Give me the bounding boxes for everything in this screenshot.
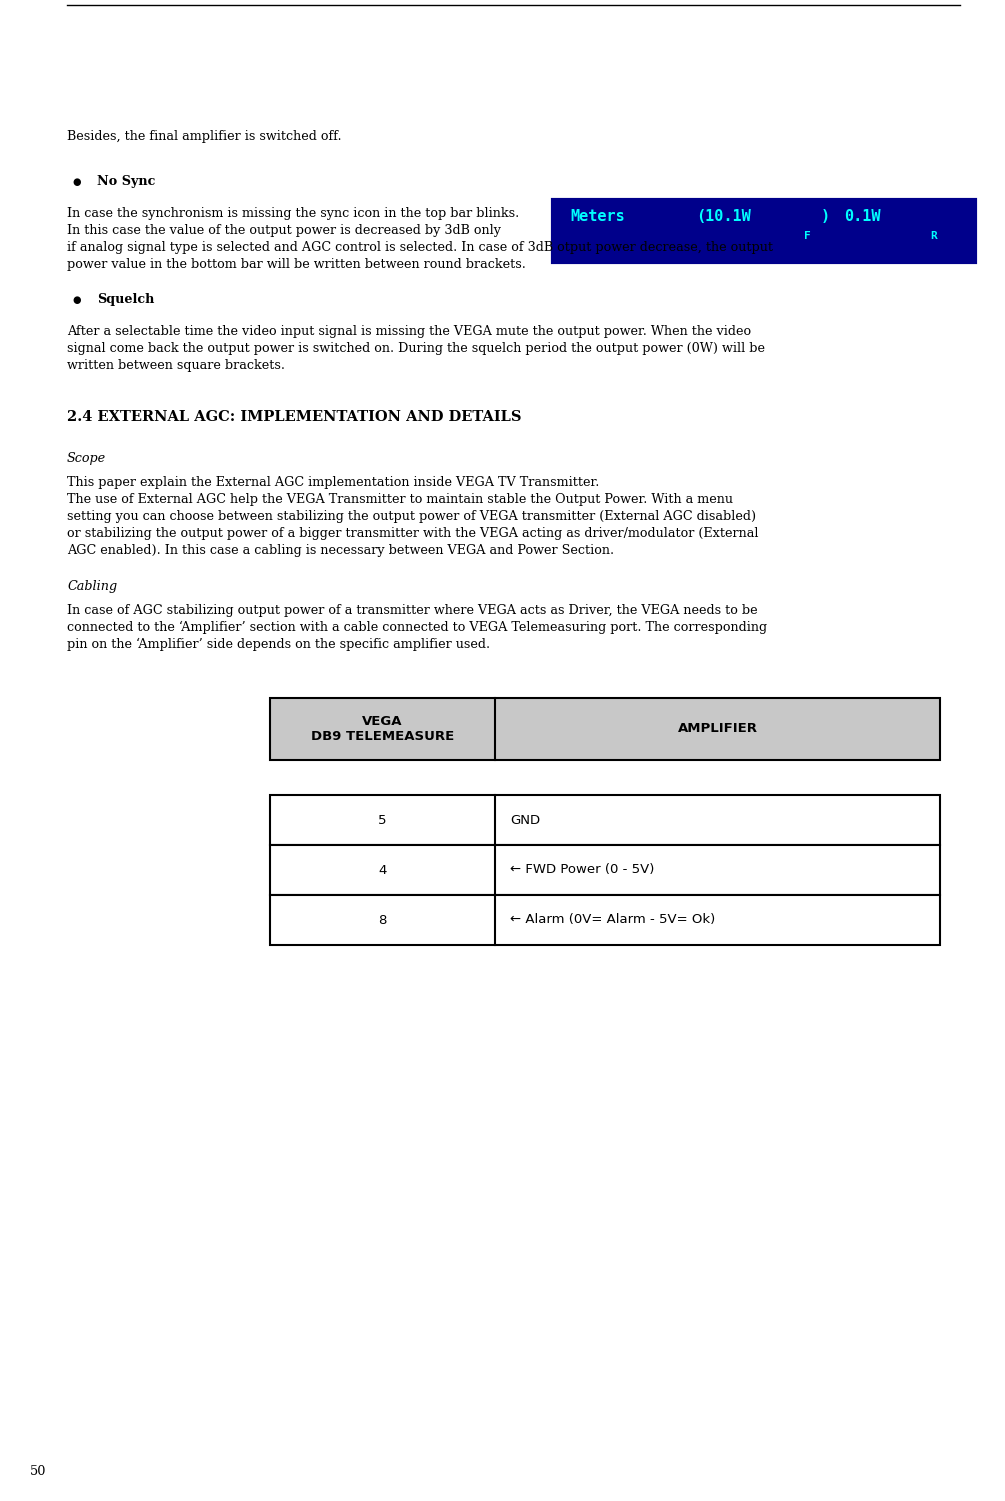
Text: ): ) <box>821 209 830 224</box>
Text: ●: ● <box>72 177 80 188</box>
Text: AGC enabled). In this case a cabling is necessary between VEGA and Power Section: AGC enabled). In this case a cabling is … <box>67 543 614 557</box>
Text: 5: 5 <box>378 814 387 827</box>
Text: if analog signal type is selected and AGC control is selected. In case of 3dB ot: if analog signal type is selected and AG… <box>67 242 773 254</box>
Text: (10.1W: (10.1W <box>696 209 751 224</box>
Text: power value in the bottom bar will be written between round brackets.: power value in the bottom bar will be wr… <box>67 258 526 272</box>
Text: or stabilizing the output power of a bigger transmitter with the VEGA acting as : or stabilizing the output power of a big… <box>67 527 759 540</box>
Text: Besides, the final amplifier is switched off.: Besides, the final amplifier is switched… <box>67 131 342 143</box>
Text: Scope: Scope <box>67 452 107 465</box>
Text: Meters: Meters <box>570 209 625 224</box>
Text: In case the synchronism is missing the sync icon in the top bar blinks.: In case the synchronism is missing the s… <box>67 207 520 221</box>
Text: In case of AGC stabilizing output power of a transmitter where VEGA acts as Driv: In case of AGC stabilizing output power … <box>67 603 758 617</box>
Text: ← FWD Power (0 - 5V): ← FWD Power (0 - 5V) <box>510 863 654 877</box>
Text: GND: GND <box>510 814 540 827</box>
Bar <box>270 698 940 760</box>
Text: 4: 4 <box>378 863 387 877</box>
Text: R: R <box>931 231 938 242</box>
Bar <box>270 796 940 845</box>
Text: No Sync: No Sync <box>97 176 156 188</box>
Text: setting you can choose between stabilizing the output power of VEGA transmitter : setting you can choose between stabilizi… <box>67 510 756 522</box>
Text: F: F <box>804 231 811 242</box>
Text: written between square brackets.: written between square brackets. <box>67 359 285 372</box>
Text: VEGA
DB9 TELEMEASURE: VEGA DB9 TELEMEASURE <box>311 714 454 743</box>
Bar <box>270 845 940 895</box>
Text: pin on the ‘Amplifier’ side depends on the specific amplifier used.: pin on the ‘Amplifier’ side depends on t… <box>67 638 490 651</box>
Text: 8: 8 <box>378 914 387 926</box>
Text: AMPLIFIER: AMPLIFIER <box>677 722 758 735</box>
Text: The use of External AGC help the VEGA Transmitter to maintain stable the Output : The use of External AGC help the VEGA Tr… <box>67 492 733 506</box>
Text: signal come back the output power is switched on. During the squelch period the : signal come back the output power is swi… <box>67 342 765 356</box>
Bar <box>270 895 940 946</box>
Text: Squelch: Squelch <box>97 293 155 306</box>
Text: 0.1W: 0.1W <box>844 209 880 224</box>
Text: In this case the value of the output power is decreased by 3dB only: In this case the value of the output pow… <box>67 224 501 237</box>
Text: ●: ● <box>72 296 80 305</box>
Text: 50: 50 <box>30 1465 46 1478</box>
Text: This paper explain the External AGC implementation inside VEGA TV Transmitter.: This paper explain the External AGC impl… <box>67 476 599 489</box>
Text: ← Alarm (0V= Alarm - 5V= Ok): ← Alarm (0V= Alarm - 5V= Ok) <box>510 914 716 926</box>
Text: connected to the ‘Amplifier’ section with a cable connected to VEGA Telemeasurin: connected to the ‘Amplifier’ section wit… <box>67 621 767 635</box>
Text: 2.4 EXTERNAL AGC: IMPLEMENTATION AND DETAILS: 2.4 EXTERNAL AGC: IMPLEMENTATION AND DET… <box>67 410 522 423</box>
Text: Cabling: Cabling <box>67 579 118 593</box>
Text: After a selectable time the video input signal is missing the VEGA mute the outp: After a selectable time the video input … <box>67 326 751 338</box>
Bar <box>553 200 975 263</box>
